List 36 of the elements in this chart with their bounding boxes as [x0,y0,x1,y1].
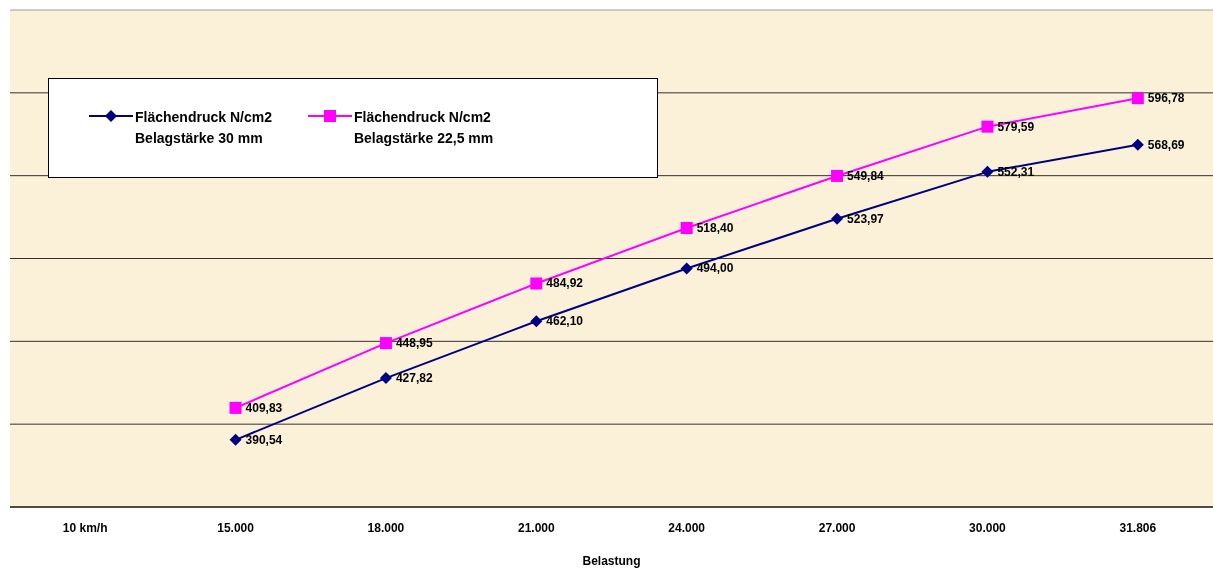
point [831,169,844,182]
x-tick-label: 18.000 [367,520,405,535]
data-label: 596,78 [1147,91,1185,106]
data-label: 518,40 [696,221,734,236]
x-tick-label: 24.000 [668,520,706,535]
x-tick-label: 21.000 [517,520,555,535]
x-axis-title: Belastung [582,554,641,568]
data-label: 494,00 [696,261,734,276]
data-label: 523,97 [847,211,885,226]
data-label: 409,83 [245,400,283,415]
legend-label: Flächendruck N/cm2 Belagstärke 22,5 mm [353,108,494,148]
legend-label: Flächendruck N/cm2 Belagstärke 30 mm [135,108,272,148]
point [1131,138,1144,151]
data-label: 568,69 [1147,137,1185,152]
point [680,262,693,275]
point [379,372,392,385]
point [379,337,392,350]
data-label: 484,92 [546,276,584,291]
x-tick-label: 31.806 [1119,520,1157,535]
x-tick-label: 27.000 [818,520,856,535]
point [1131,92,1144,105]
point [530,277,543,290]
point [229,433,242,446]
point [981,165,994,178]
x-tick-label: 30.000 [969,520,1007,535]
point [831,212,844,225]
data-label: 390,54 [245,432,283,447]
data-label: 579,59 [997,119,1035,134]
point [981,120,994,133]
x-tick-label: 15.000 [217,520,255,535]
data-label: 427,82 [395,371,433,386]
point [680,222,693,235]
point [229,401,242,414]
data-label: 462,10 [546,314,584,329]
point [530,315,543,328]
x-tick-label: 10 km/h [62,520,108,535]
